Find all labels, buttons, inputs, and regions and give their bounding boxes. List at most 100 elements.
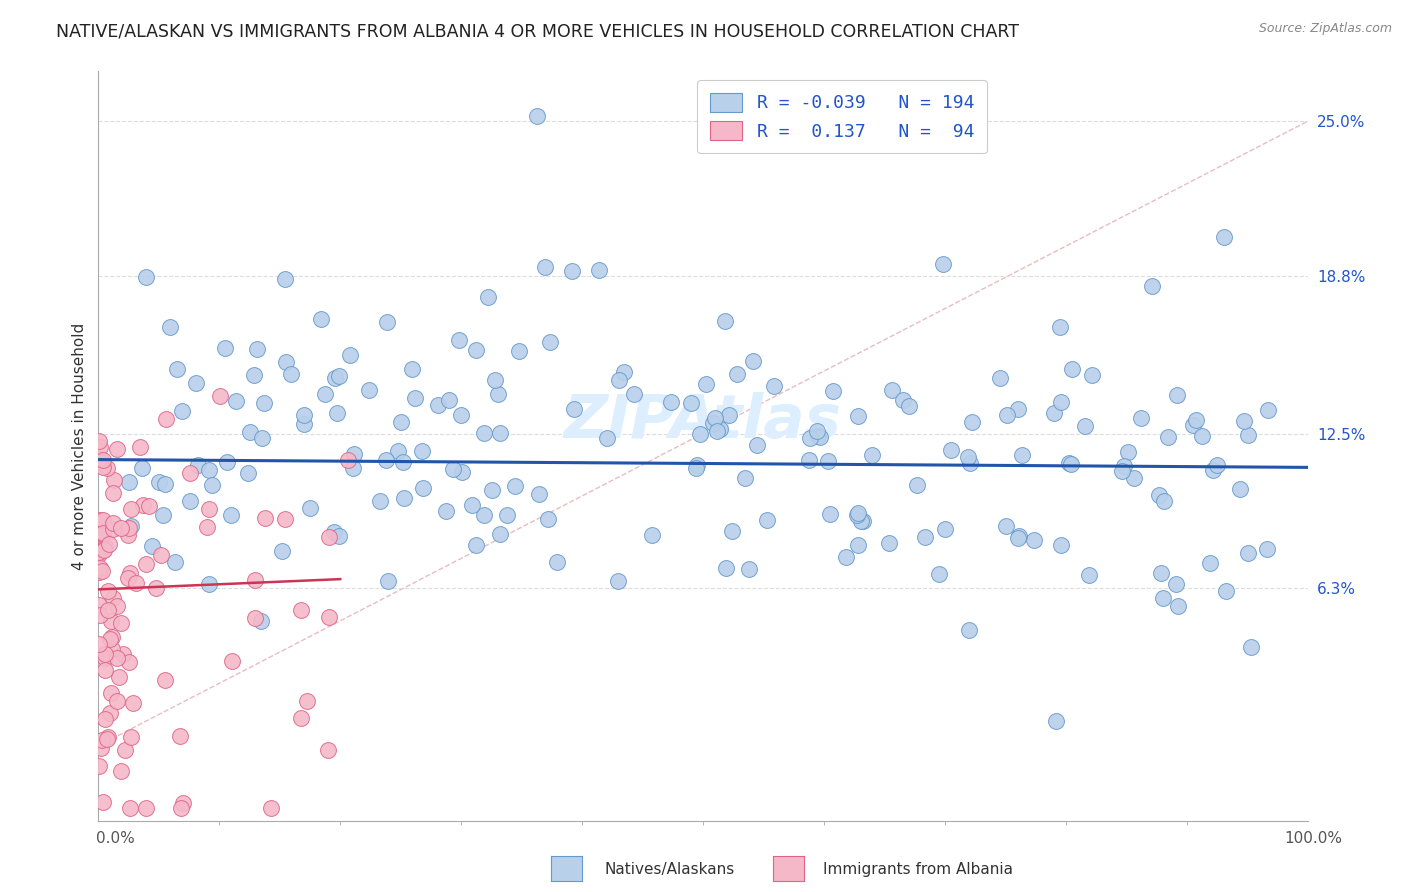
Point (392, 455, 415, 469)
Point (817, 454, 839, 468)
Point (562, 402, 585, 417)
Point (714, 313, 737, 327)
Point (131, 460, 153, 475)
Point (1167, 599, 1189, 614)
Point (135, 270, 157, 285)
Point (959, 456, 981, 470)
Point (1237, 427, 1260, 442)
Point (250, 431, 273, 445)
Point (107, 670, 129, 684)
Point (1181, 418, 1204, 433)
Point (797, 453, 820, 467)
Point (808, 430, 831, 444)
Point (159, 320, 181, 334)
Point (387, 443, 409, 458)
Point (1199, 556, 1222, 570)
Point (880, 383, 903, 397)
Point (179, 466, 201, 480)
Point (245, 611, 267, 625)
Point (1256, 542, 1278, 557)
Point (533, 260, 555, 274)
Point (328, 368, 350, 383)
Point (90, 564, 112, 578)
Point (290, 603, 312, 617)
Point (96, 460, 118, 475)
Point (686, 458, 709, 472)
Point (1237, 546, 1260, 560)
Point (260, 801, 283, 815)
Point (125, 576, 148, 591)
Point (447, 333, 470, 347)
Point (450, 465, 472, 479)
Point (607, 574, 630, 589)
Text: 0.0%: 0.0% (96, 831, 135, 846)
Point (87, 637, 110, 651)
Point (165, 555, 187, 569)
Point (187, 458, 209, 473)
Point (93, 651, 115, 665)
Point (93, 712, 115, 726)
Point (508, 344, 530, 359)
Point (1157, 430, 1180, 444)
Point (118, 475, 141, 490)
Point (118, 520, 141, 534)
Point (94, 539, 117, 553)
Point (706, 424, 728, 438)
Point (1130, 410, 1153, 425)
Point (464, 343, 486, 357)
Point (914, 530, 936, 544)
Point (1150, 566, 1173, 581)
Point (343, 447, 366, 461)
Point (763, 379, 786, 393)
Point (988, 371, 1011, 385)
Point (1185, 413, 1208, 427)
Point (148, 475, 170, 490)
Point (704, 411, 727, 425)
Point (1060, 457, 1083, 471)
Point (1142, 278, 1164, 293)
Point (962, 415, 984, 429)
Point (695, 377, 717, 392)
Point (928, 567, 950, 582)
Point (120, 566, 142, 580)
Point (641, 527, 664, 541)
Point (495, 508, 517, 522)
Point (273, 272, 295, 286)
Point (477, 290, 499, 304)
Point (377, 574, 399, 589)
Point (1153, 494, 1175, 508)
Point (94, 663, 117, 677)
Point (375, 315, 398, 329)
Point (292, 409, 315, 423)
Point (489, 425, 512, 440)
Point (994, 519, 1017, 533)
Point (1077, 568, 1099, 582)
Point (404, 391, 426, 405)
Point (450, 408, 472, 422)
Point (1202, 463, 1225, 477)
Point (87, 547, 110, 561)
Point (891, 392, 914, 407)
Point (87, 434, 110, 448)
Point (1081, 368, 1104, 382)
Point (292, 417, 315, 431)
Point (214, 342, 236, 356)
Point (846, 537, 869, 551)
Point (1240, 640, 1263, 654)
Legend: R = -0.039   N = 194, R =  0.137   N =  94: R = -0.039 N = 194, R = 0.137 N = 94 (697, 80, 987, 153)
Point (135, 801, 157, 815)
Point (835, 550, 858, 565)
Point (318, 530, 340, 544)
Point (246, 342, 269, 356)
Point (939, 443, 962, 458)
Point (91, 460, 114, 475)
Point (295, 694, 318, 708)
Point (484, 373, 506, 387)
Point (276, 354, 298, 368)
Point (280, 367, 302, 381)
Point (172, 796, 194, 810)
Point (1191, 429, 1213, 443)
Point (596, 431, 619, 445)
Point (932, 257, 955, 271)
Point (1123, 470, 1146, 484)
